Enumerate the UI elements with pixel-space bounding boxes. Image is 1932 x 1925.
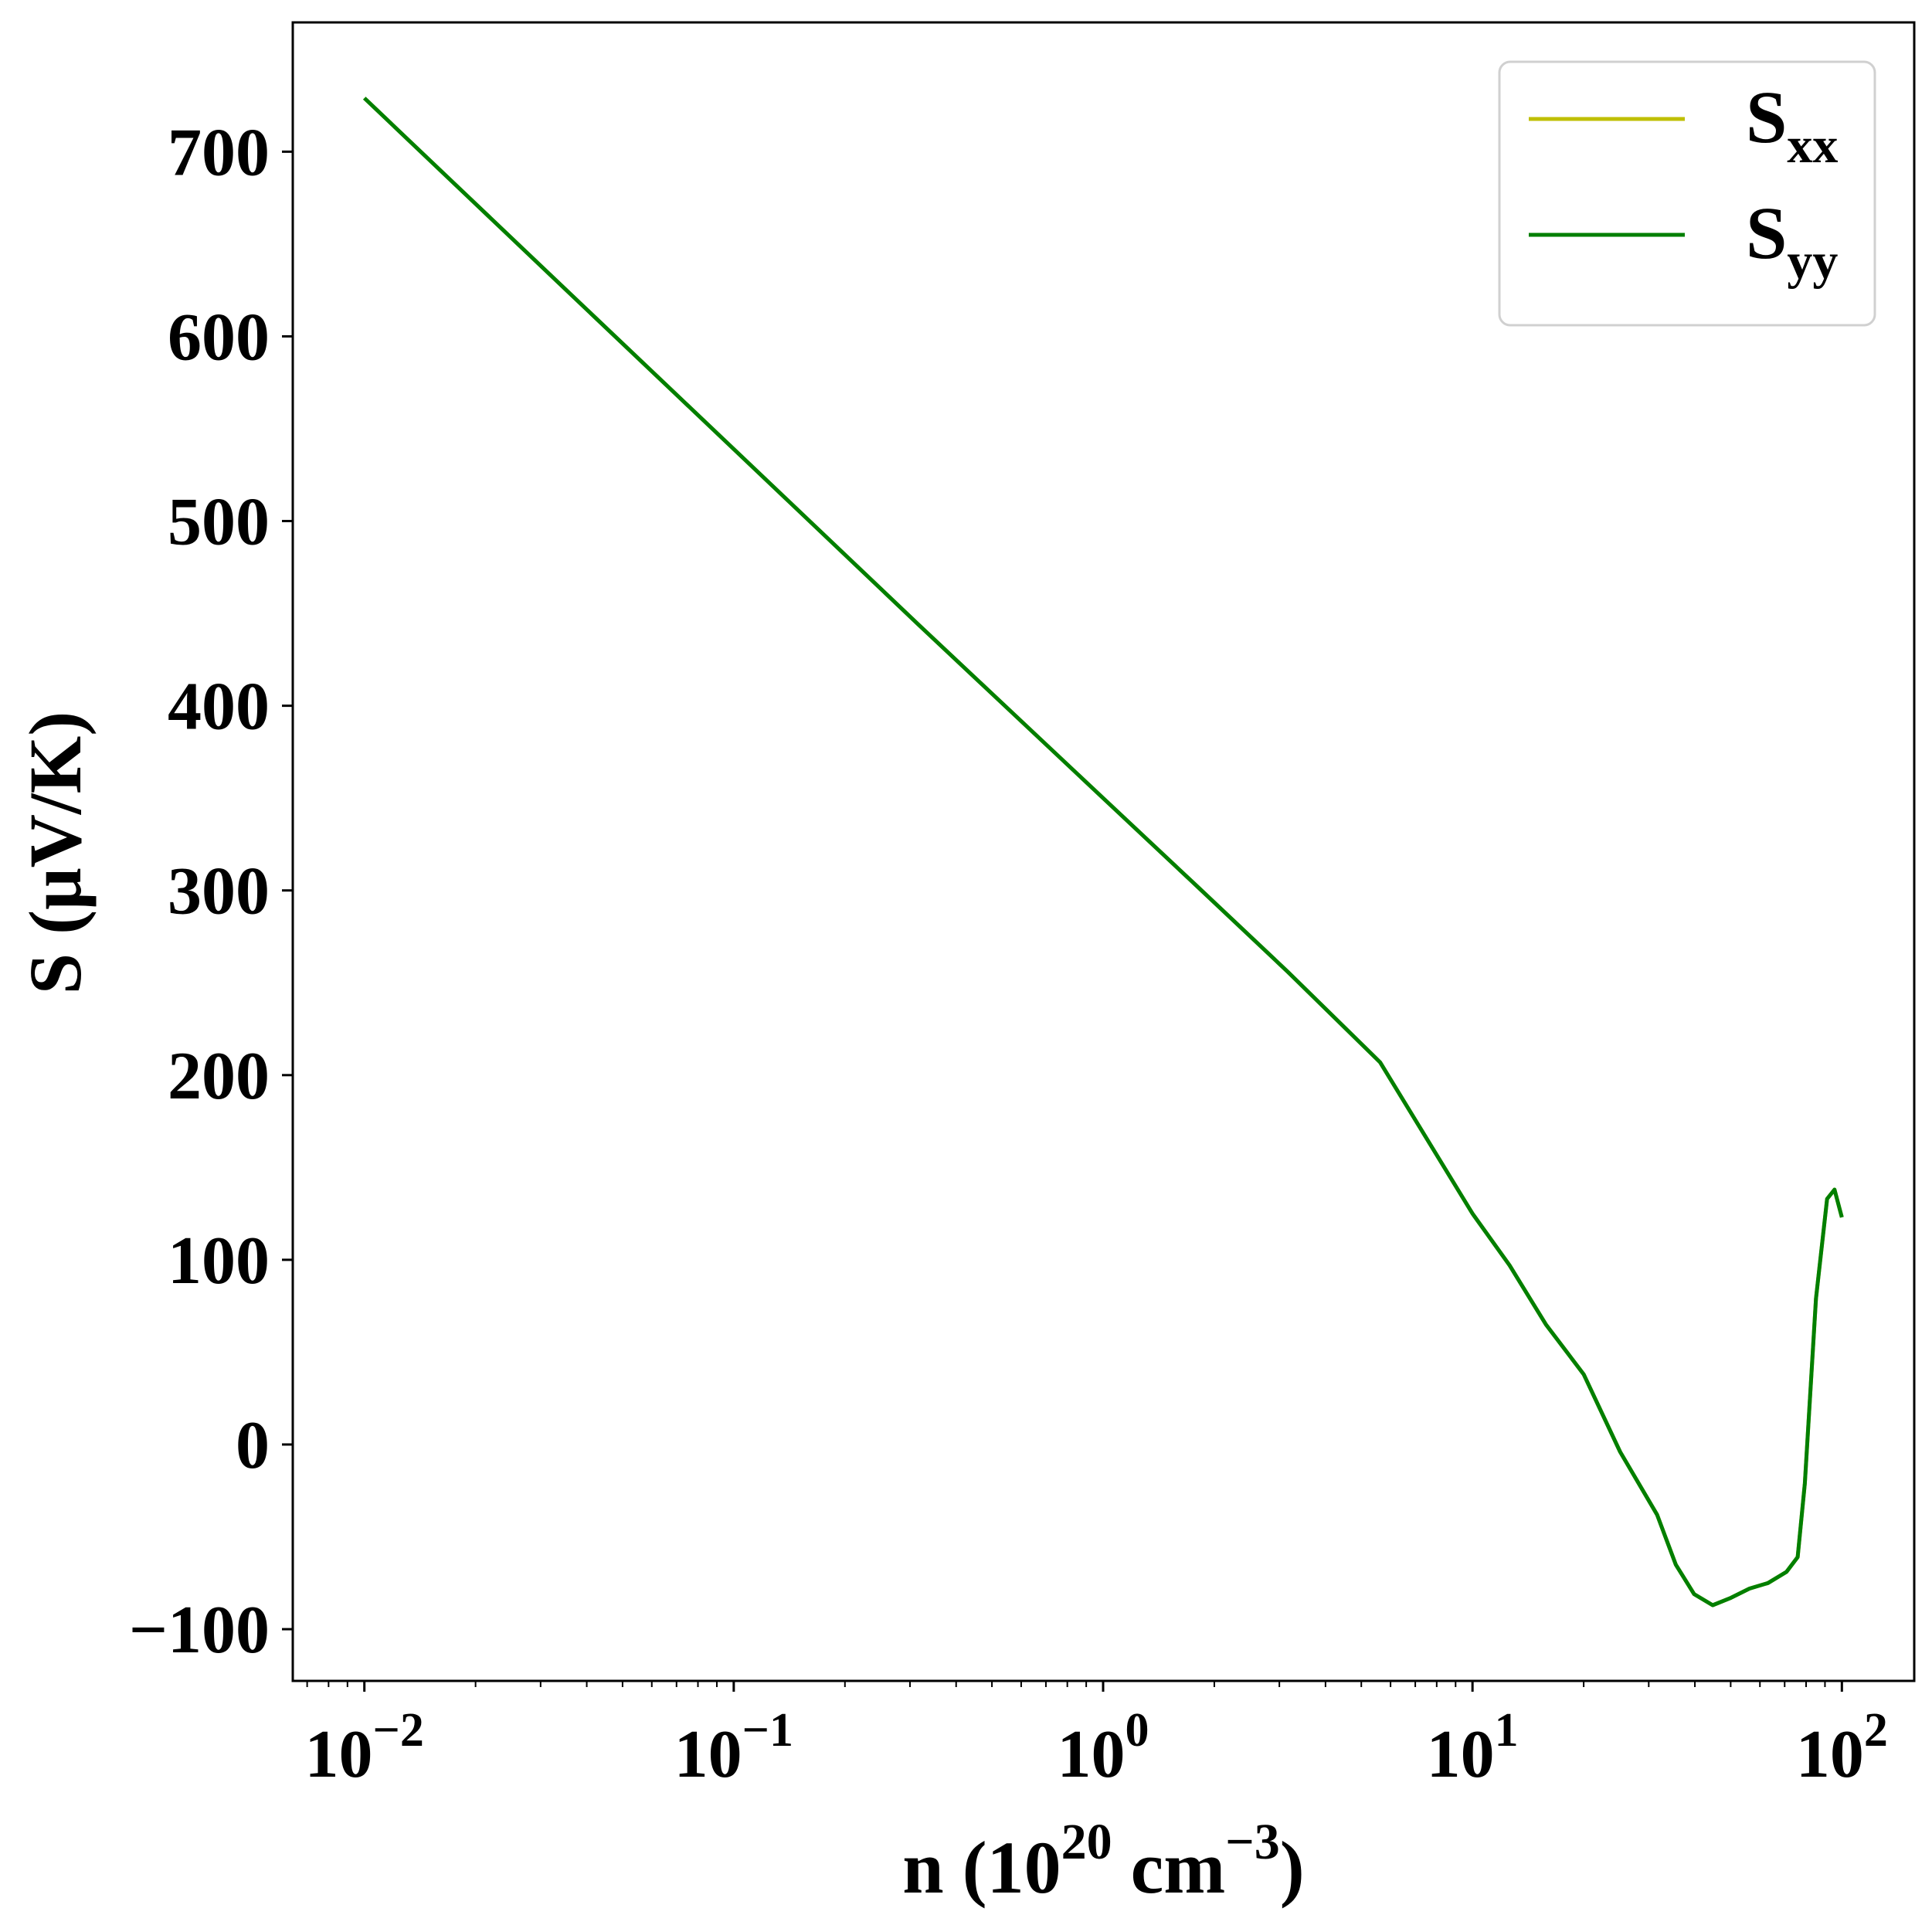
legend-label: Syy bbox=[1746, 192, 1838, 290]
legend-box bbox=[1498, 60, 1876, 327]
x-tick-label: 10−2 bbox=[305, 1704, 424, 1792]
data-line bbox=[362, 97, 1844, 1608]
x-label-part: ) bbox=[1280, 1826, 1305, 1909]
x-label-sup: −3 bbox=[1225, 1814, 1280, 1870]
y-axis-label: S (μV/K) bbox=[14, 711, 97, 994]
legend-subscript: xx bbox=[1787, 117, 1838, 174]
x-label-part: cm bbox=[1112, 1826, 1226, 1909]
tick-exponent: 0 bbox=[1126, 1704, 1149, 1757]
tick-base: 10 bbox=[674, 1717, 742, 1792]
y-tick-label: 0 bbox=[236, 1408, 270, 1483]
legend-subscript: yy bbox=[1787, 233, 1838, 290]
y-tick-label: 600 bbox=[168, 300, 270, 375]
y-tick-label: 700 bbox=[168, 115, 270, 190]
x-axis-label: n (1020 cm−3) bbox=[902, 1814, 1305, 1909]
tick-exponent: 1 bbox=[1495, 1704, 1519, 1757]
y-tick-label: 200 bbox=[168, 1039, 270, 1114]
y-tick-label: 100 bbox=[168, 1224, 270, 1299]
legend-name: S bbox=[1746, 76, 1787, 158]
y-tick-label: −100 bbox=[129, 1593, 270, 1668]
tick-base: 10 bbox=[1058, 1717, 1126, 1792]
x-label-sup: 20 bbox=[1061, 1814, 1112, 1870]
legend-name: S bbox=[1746, 192, 1787, 274]
x-tick-label: 100 bbox=[1058, 1704, 1149, 1792]
x-tick-label: 10−1 bbox=[674, 1704, 793, 1792]
tick-base: 10 bbox=[1796, 1717, 1864, 1792]
tick-base: 10 bbox=[1427, 1717, 1495, 1792]
tick-exponent: −1 bbox=[742, 1704, 793, 1757]
legend-label: Sxx bbox=[1746, 76, 1838, 174]
x-tick-label: 102 bbox=[1796, 1704, 1888, 1792]
tick-exponent: −2 bbox=[373, 1704, 424, 1757]
tick-exponent: 2 bbox=[1864, 1704, 1888, 1757]
x-tick-label: 101 bbox=[1427, 1704, 1519, 1792]
y-tick-label: 500 bbox=[168, 485, 270, 560]
tick-base: 10 bbox=[305, 1717, 373, 1792]
y-tick-label: 300 bbox=[168, 854, 270, 929]
plot-frame bbox=[291, 21, 1916, 1682]
x-label-part: n (10 bbox=[902, 1826, 1061, 1909]
y-tick-label: 400 bbox=[168, 670, 270, 745]
